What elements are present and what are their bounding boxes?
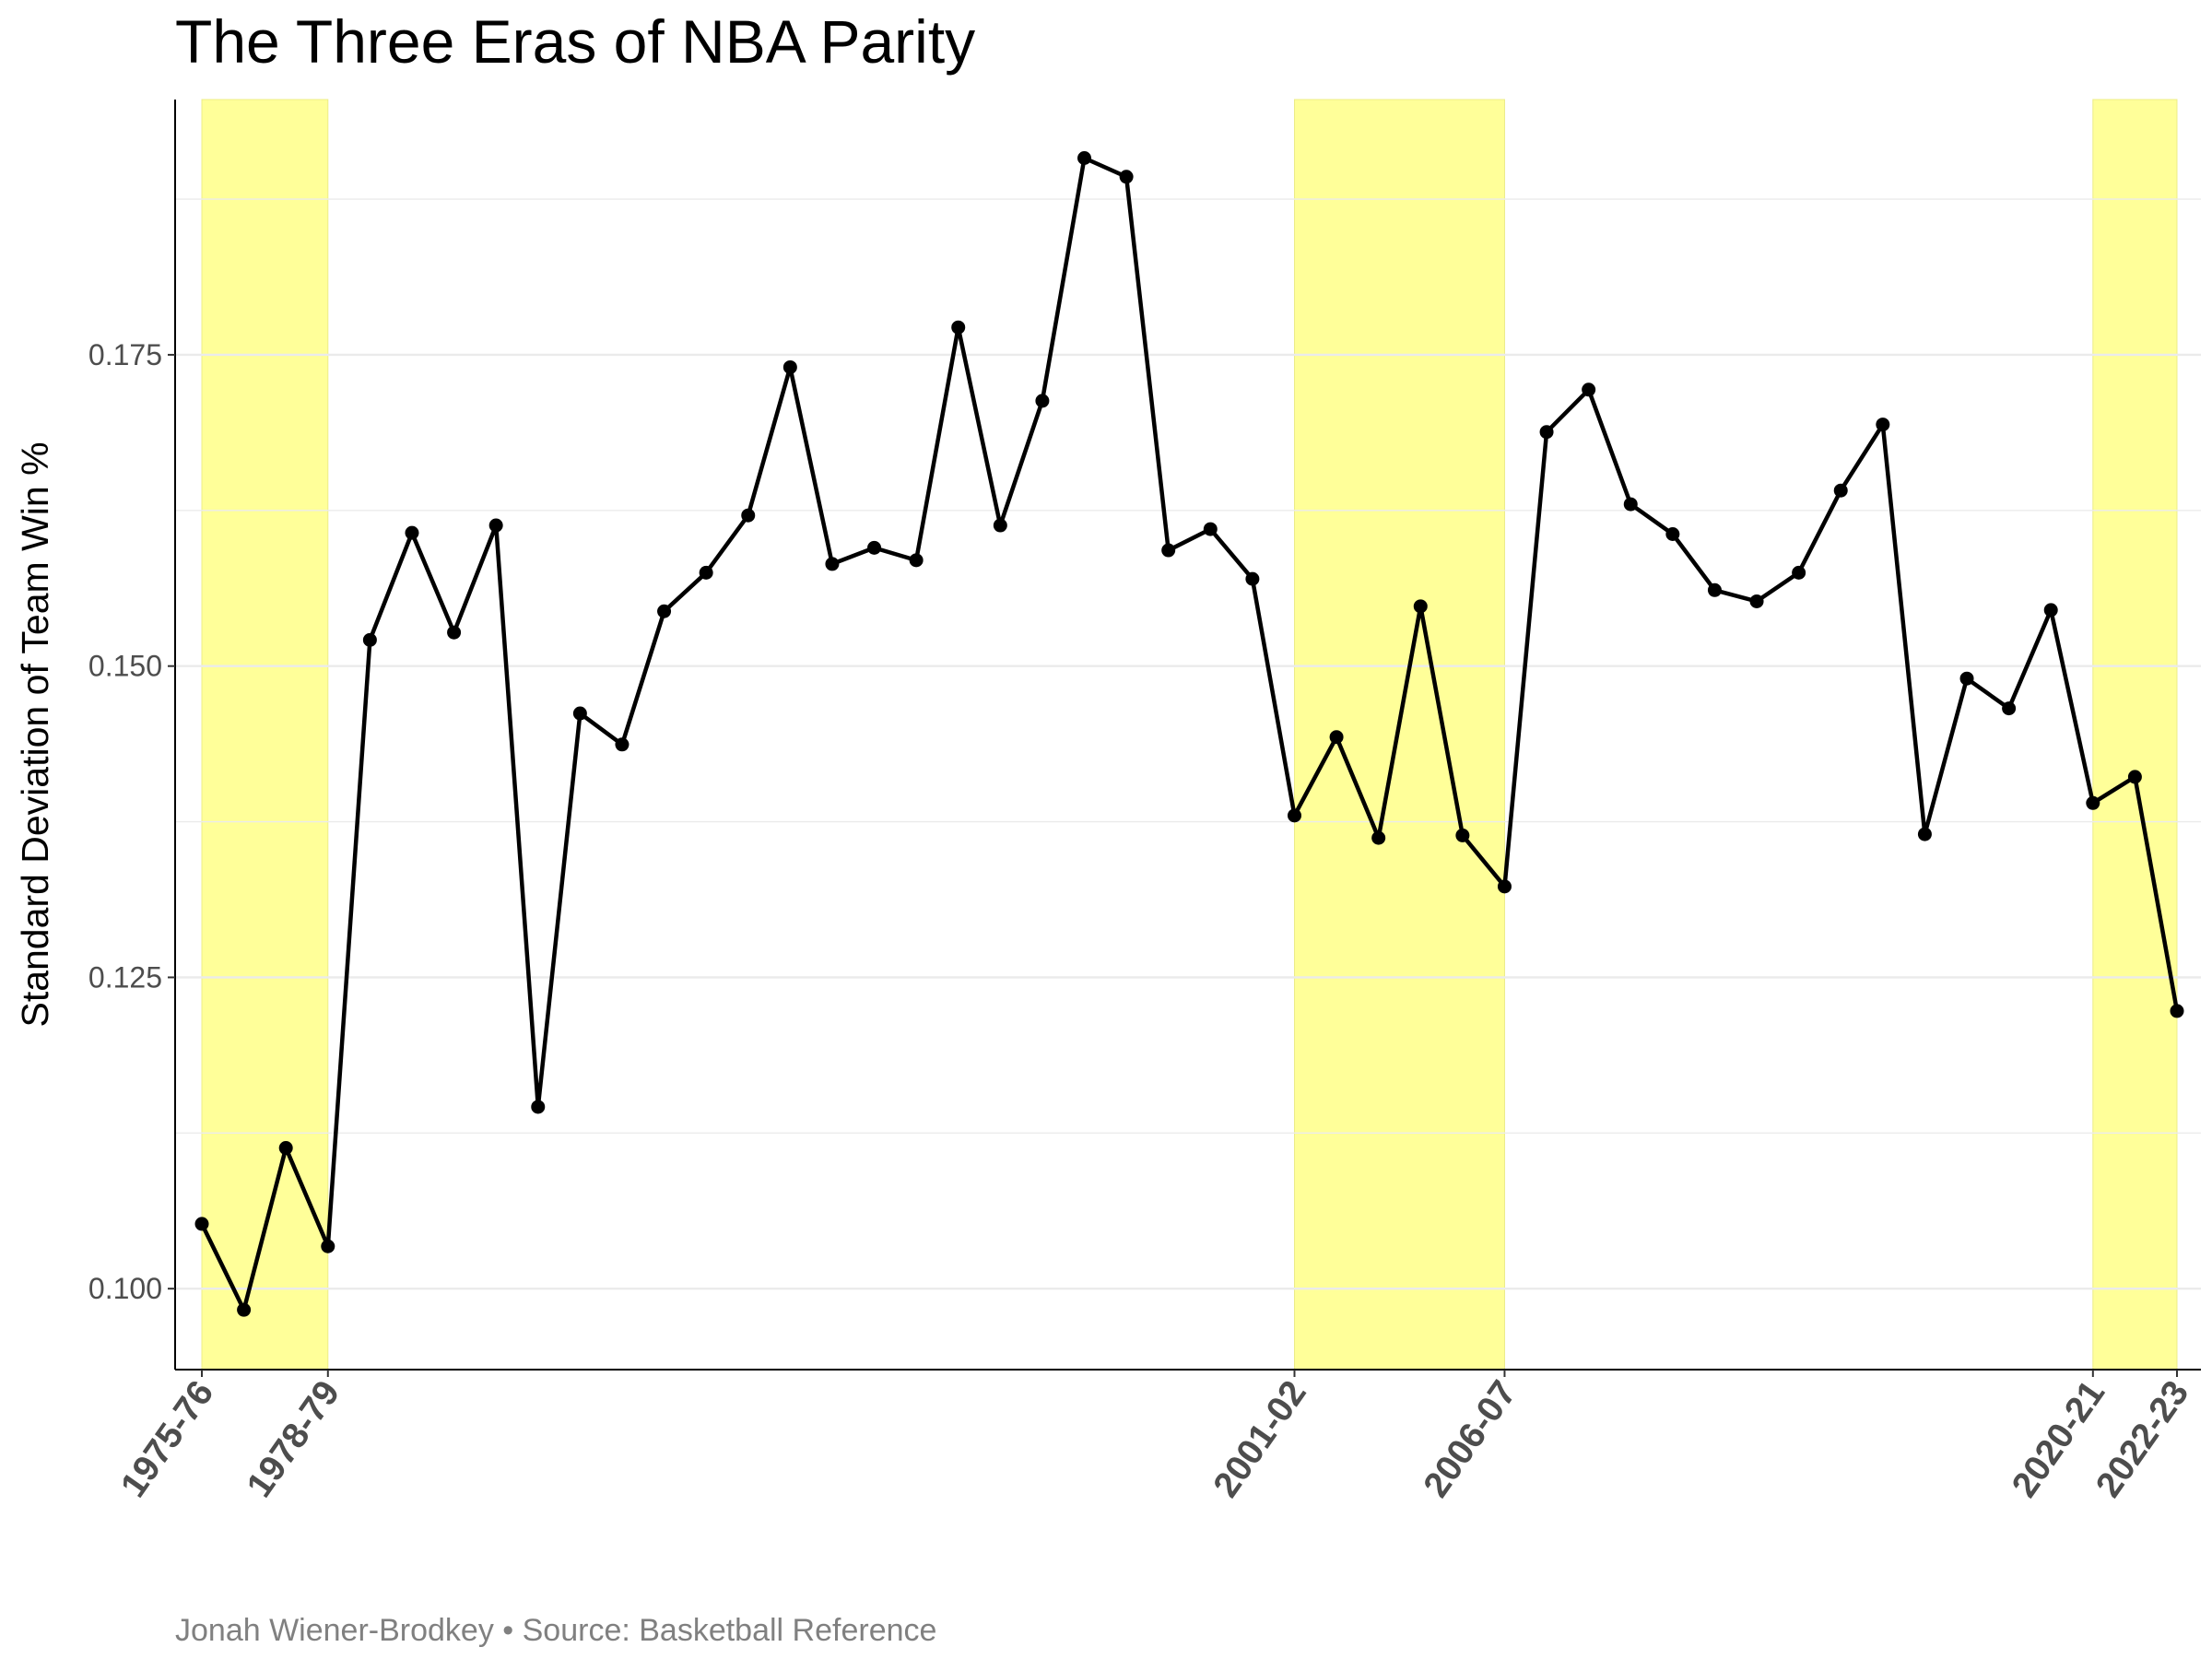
data-point <box>951 320 966 335</box>
data-point <box>1792 565 1806 580</box>
data-point <box>657 604 672 618</box>
data-point <box>909 553 924 568</box>
data-point <box>1035 394 1050 408</box>
data-point <box>447 625 462 640</box>
data-point <box>1707 582 1722 597</box>
data-point <box>867 540 882 555</box>
data-point <box>405 525 419 540</box>
chart-title: The Three Eras of NBA Parity <box>175 7 975 76</box>
data-point <box>1623 497 1638 512</box>
data-point <box>615 737 629 752</box>
caption: Jonah Wiener-Brodkey • Source: Basketbal… <box>175 1613 936 1648</box>
highlight-bands <box>201 99 2178 1371</box>
data-point <box>699 565 713 580</box>
series-line <box>199 156 2180 1312</box>
y-tick-label: 0.125 <box>88 960 162 994</box>
data-point <box>2002 701 2017 716</box>
data-point <box>278 1141 293 1156</box>
data-point <box>993 518 1007 533</box>
data-point <box>1749 594 1764 608</box>
data-point <box>1582 382 1596 397</box>
data-point <box>2170 1004 2184 1018</box>
series-line-group <box>199 156 2180 1312</box>
data-point <box>1539 425 1554 440</box>
data-point <box>1077 150 1092 165</box>
data-point <box>1959 671 1974 686</box>
data-point <box>1833 483 1848 498</box>
data-point <box>1329 730 1344 745</box>
data-point <box>321 1239 335 1253</box>
data-point <box>362 632 377 647</box>
data-point <box>1413 599 1428 614</box>
data-point <box>488 518 503 533</box>
y-tick-label: 0.175 <box>88 338 162 371</box>
data-point <box>2086 795 2100 810</box>
data-point <box>1119 170 1134 184</box>
era-band-3 <box>2092 99 2178 1371</box>
axes <box>174 100 2201 1371</box>
data-point <box>1917 827 1932 841</box>
data-point <box>825 557 840 571</box>
data-point <box>1203 522 1218 536</box>
era-band-1 <box>201 99 329 1371</box>
data-point <box>741 508 756 523</box>
data-point <box>1161 543 1176 558</box>
data-point <box>2127 770 2142 784</box>
data-point <box>237 1302 252 1317</box>
data-point <box>1287 808 1301 823</box>
data-points <box>194 150 2184 1317</box>
data-point <box>1245 571 1260 586</box>
gridlines <box>175 198 2201 1290</box>
data-point <box>2043 603 2058 618</box>
data-point <box>1497 879 1512 894</box>
y-tick-label: 0.150 <box>88 650 162 683</box>
y-axis-tick-labels: 0.100 0.125 0.150 0.175 <box>88 338 175 1305</box>
era-band-2 <box>1293 99 1505 1371</box>
data-point <box>1371 830 1386 845</box>
data-point <box>782 359 797 374</box>
y-tick-label: 0.100 <box>88 1272 162 1305</box>
data-point <box>531 1100 546 1114</box>
data-point <box>1665 526 1680 541</box>
data-point <box>1455 828 1470 842</box>
y-axis-title: Standard Deviation of Team Win % <box>14 441 56 1027</box>
data-point <box>1876 418 1890 432</box>
data-point <box>194 1217 209 1231</box>
data-point <box>572 706 587 721</box>
